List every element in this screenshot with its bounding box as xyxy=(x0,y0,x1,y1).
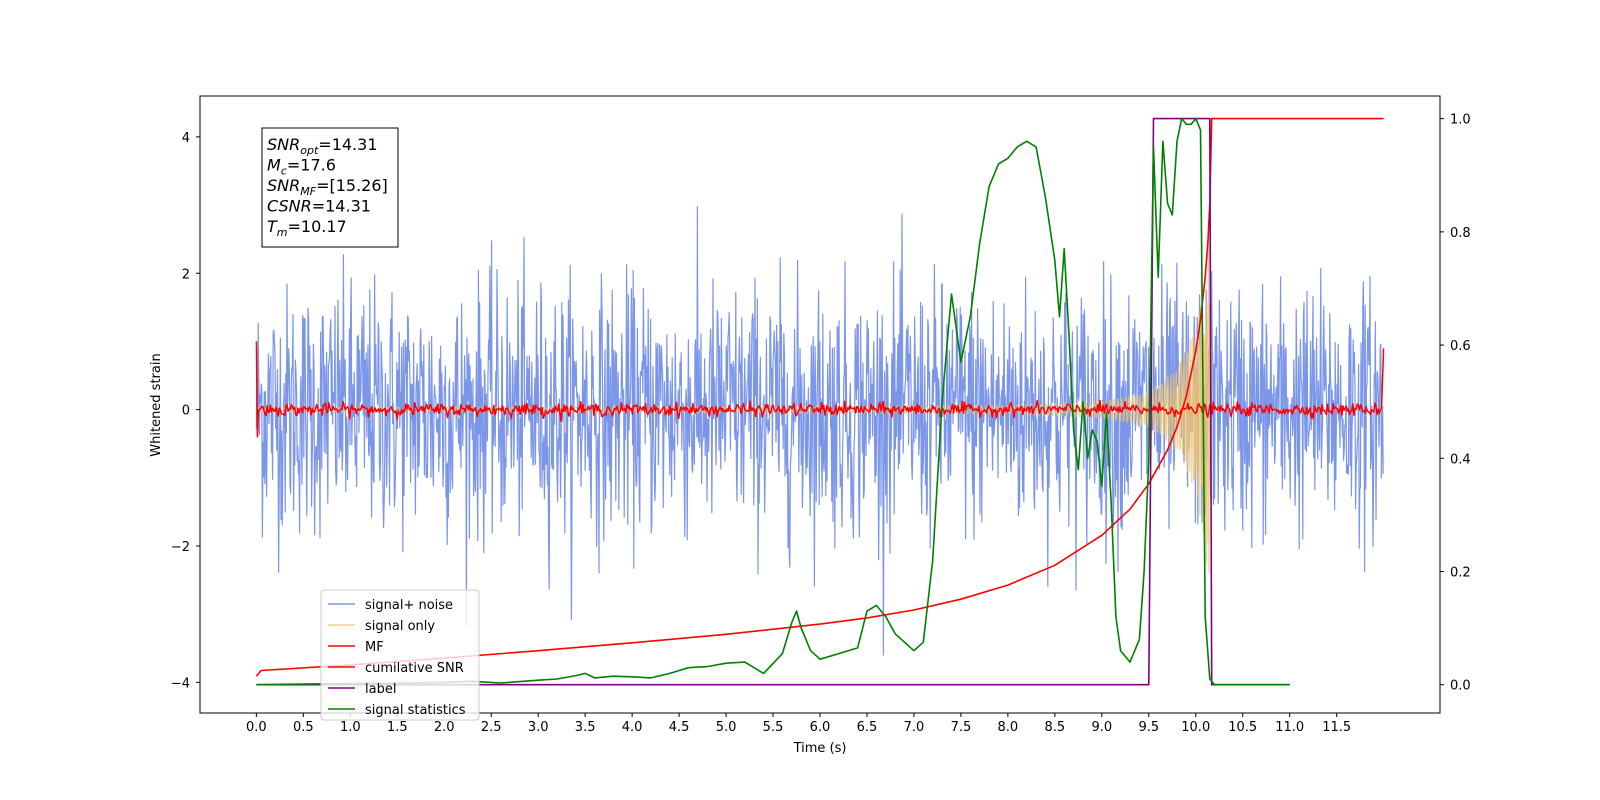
y2-tick-label: 1.0 xyxy=(1450,113,1471,128)
y2-tick-label: 0.8 xyxy=(1450,226,1471,241)
y-axis-label: Whitened strain xyxy=(149,353,164,456)
y-tick-label: 0 xyxy=(182,404,190,419)
info-line: SNRopt=14.31 xyxy=(267,135,378,157)
y2-tick-label: 0.4 xyxy=(1450,452,1471,467)
x-tick-label: 7.5 xyxy=(951,720,972,735)
legend-label: label xyxy=(365,682,396,697)
y-tick-label: 4 xyxy=(182,131,190,146)
x-tick-label: 10.5 xyxy=(1228,720,1257,735)
info-line: Tm=10.17 xyxy=(267,217,347,239)
x-tick-label: 0.5 xyxy=(293,720,314,735)
legend-label: signal statistics xyxy=(365,703,466,718)
x-tick-label: 11.0 xyxy=(1275,720,1304,735)
x-tick-label: 0.0 xyxy=(246,720,267,735)
legend-label: signal+ noise xyxy=(365,598,453,613)
legend-label: MF xyxy=(365,640,384,655)
x-tick-label: 9.0 xyxy=(1091,720,1112,735)
legend-label: signal only xyxy=(365,619,435,634)
x-tick-label: 11.5 xyxy=(1322,720,1351,735)
series-layer xyxy=(255,117,1385,686)
x-tick-label: 4.5 xyxy=(669,720,690,735)
legend-frame xyxy=(320,589,480,721)
x-tick-label: 8.0 xyxy=(998,720,1019,735)
x-tick-label: 6.0 xyxy=(810,720,831,735)
y-tick-label: −4 xyxy=(171,676,190,691)
x-tick-label: 3.0 xyxy=(528,720,549,735)
y2-tick-label: 0.0 xyxy=(1450,679,1471,694)
x-tick-label: 10.0 xyxy=(1181,720,1210,735)
axes-layer: 0.0 0.5 1.0 1.5 2.0 2.5 3.0 3.5 4.0 4.5 5.0 5.5 6.0 6… xyxy=(171,113,1471,735)
info-box-frame xyxy=(261,127,399,248)
x-tick-label: 9.5 xyxy=(1138,720,1159,735)
info-line: CSNR=14.31 xyxy=(267,197,371,216)
x-tick-label: 8.5 xyxy=(1045,720,1066,735)
x-tick-label: 5.5 xyxy=(763,720,784,735)
y-tick-label: −2 xyxy=(171,540,190,555)
x-tick-label: 6.5 xyxy=(857,720,878,735)
x-tick-label: 1.0 xyxy=(340,720,361,735)
x-axis-label: Time (s) xyxy=(793,741,847,756)
info-box: SNRopt=14.31Mc=17.6SNRMF=[15.26]CSNR=14.… xyxy=(261,127,399,248)
x-tick-label: 1.5 xyxy=(387,720,408,735)
legend: signal+ noise signal only MF cumilative SNR… xyxy=(320,589,480,721)
mf-series xyxy=(255,341,1385,438)
x-tick-label: 3.5 xyxy=(575,720,596,735)
x-tick-label: 7.0 xyxy=(904,720,925,735)
x-tick-label: 2.0 xyxy=(434,720,455,735)
signal-statistics-series xyxy=(256,117,1290,686)
legend-label: cumilative SNR xyxy=(365,661,464,676)
y-tick-label: 2 xyxy=(182,267,190,282)
info-line: Mc=17.6 xyxy=(267,156,336,178)
x-tick-label: 2.5 xyxy=(481,720,502,735)
x-tick-label: 4.0 xyxy=(622,720,643,735)
cumilative-snr-series xyxy=(255,117,1384,677)
x-tick-label: 5.0 xyxy=(716,720,737,735)
info-line: SNRMF=[15.26] xyxy=(267,176,388,198)
signal-noise-series xyxy=(255,206,1384,656)
y2-tick-label: 0.6 xyxy=(1450,339,1471,354)
y2-tick-label: 0.2 xyxy=(1450,565,1471,580)
